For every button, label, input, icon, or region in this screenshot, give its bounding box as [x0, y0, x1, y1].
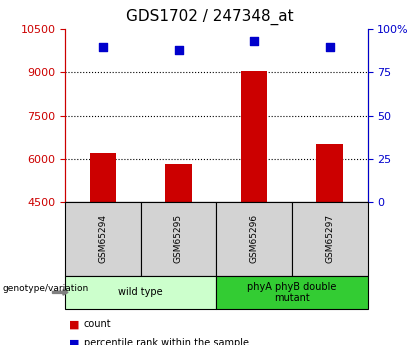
Point: [251, 39, 257, 44]
Text: count: count: [84, 319, 112, 329]
Text: GSM65294: GSM65294: [98, 214, 108, 264]
Text: GDS1702 / 247348_at: GDS1702 / 247348_at: [126, 9, 294, 25]
Text: percentile rank within the sample: percentile rank within the sample: [84, 338, 249, 345]
Text: GSM65296: GSM65296: [249, 214, 259, 264]
Text: GSM65295: GSM65295: [174, 214, 183, 264]
Point: [326, 44, 333, 49]
Text: ■: ■: [69, 338, 80, 345]
Bar: [317, 144, 343, 202]
Bar: [241, 71, 268, 202]
Text: wild type: wild type: [118, 287, 163, 297]
Bar: [90, 153, 116, 202]
Point: [100, 44, 106, 49]
Text: ■: ■: [69, 319, 80, 329]
Text: phyA phyB double
mutant: phyA phyB double mutant: [247, 282, 336, 303]
Bar: [165, 164, 192, 202]
Text: genotype/variation: genotype/variation: [2, 284, 88, 294]
Point: [175, 47, 182, 53]
Text: GSM65297: GSM65297: [325, 214, 334, 264]
